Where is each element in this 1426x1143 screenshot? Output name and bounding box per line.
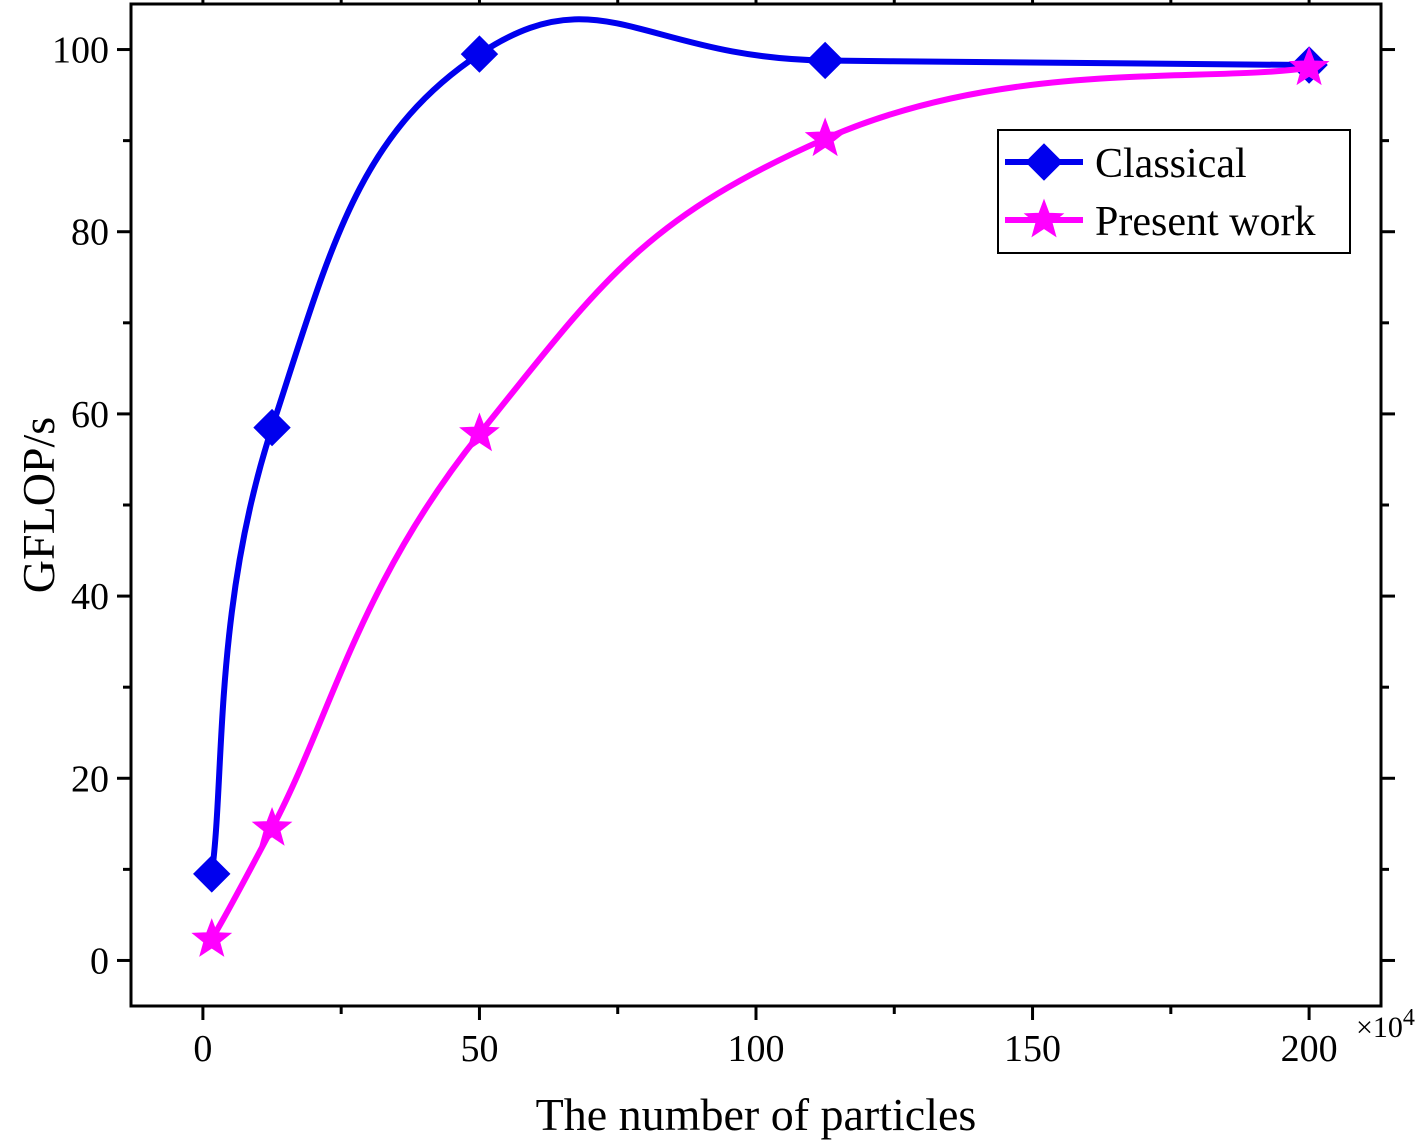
legend: Classical Present work <box>997 129 1351 254</box>
data-point-present-work <box>1288 46 1330 86</box>
y-tick-label: 20 <box>71 758 109 800</box>
legend-marker-shape <box>1025 143 1063 181</box>
series-layer <box>191 16 1330 957</box>
x-tick-label: 200 <box>1281 1028 1338 1070</box>
y-tick-label: 0 <box>90 940 109 982</box>
y-tick-label: 40 <box>71 576 109 618</box>
y-axis-title: GFLOP/s <box>13 417 64 593</box>
plot-frame <box>129 2 1383 1008</box>
y-tick-label: 60 <box>71 394 109 436</box>
x-tick-label: 50 <box>460 1028 498 1070</box>
data-point-present-work <box>251 806 293 846</box>
data-point-present-work <box>804 117 846 157</box>
y-tick-label: 100 <box>52 30 109 72</box>
data-point-classical <box>806 41 844 80</box>
legend-frame <box>997 129 1351 254</box>
legend-entry-classical: Classical <box>1005 141 1247 187</box>
x-axis-multiplier: ×104 <box>1356 1005 1415 1044</box>
legend-marker-present-work <box>1023 198 1065 238</box>
data-point-classical <box>193 855 231 893</box>
x-axis-title: The number of particles <box>536 1089 977 1140</box>
legend-marker-classical <box>1025 143 1063 181</box>
data-point-present-work <box>191 918 233 957</box>
legend-label-present-work: Present work <box>1095 199 1315 245</box>
data-point-classical <box>460 35 499 73</box>
x-tick-label: 0 <box>193 1028 212 1070</box>
y-tick-label: 80 <box>71 212 109 254</box>
data-point-classical <box>253 408 291 447</box>
data-point-present-work <box>459 412 500 452</box>
legend-label-classical: Classical <box>1095 141 1247 187</box>
legend-entry-present-work: Present work <box>1005 198 1315 245</box>
x-tick-label: 100 <box>728 1028 785 1070</box>
legend-marker-shape <box>1023 198 1065 238</box>
x-tick-label: 150 <box>1004 1028 1061 1070</box>
